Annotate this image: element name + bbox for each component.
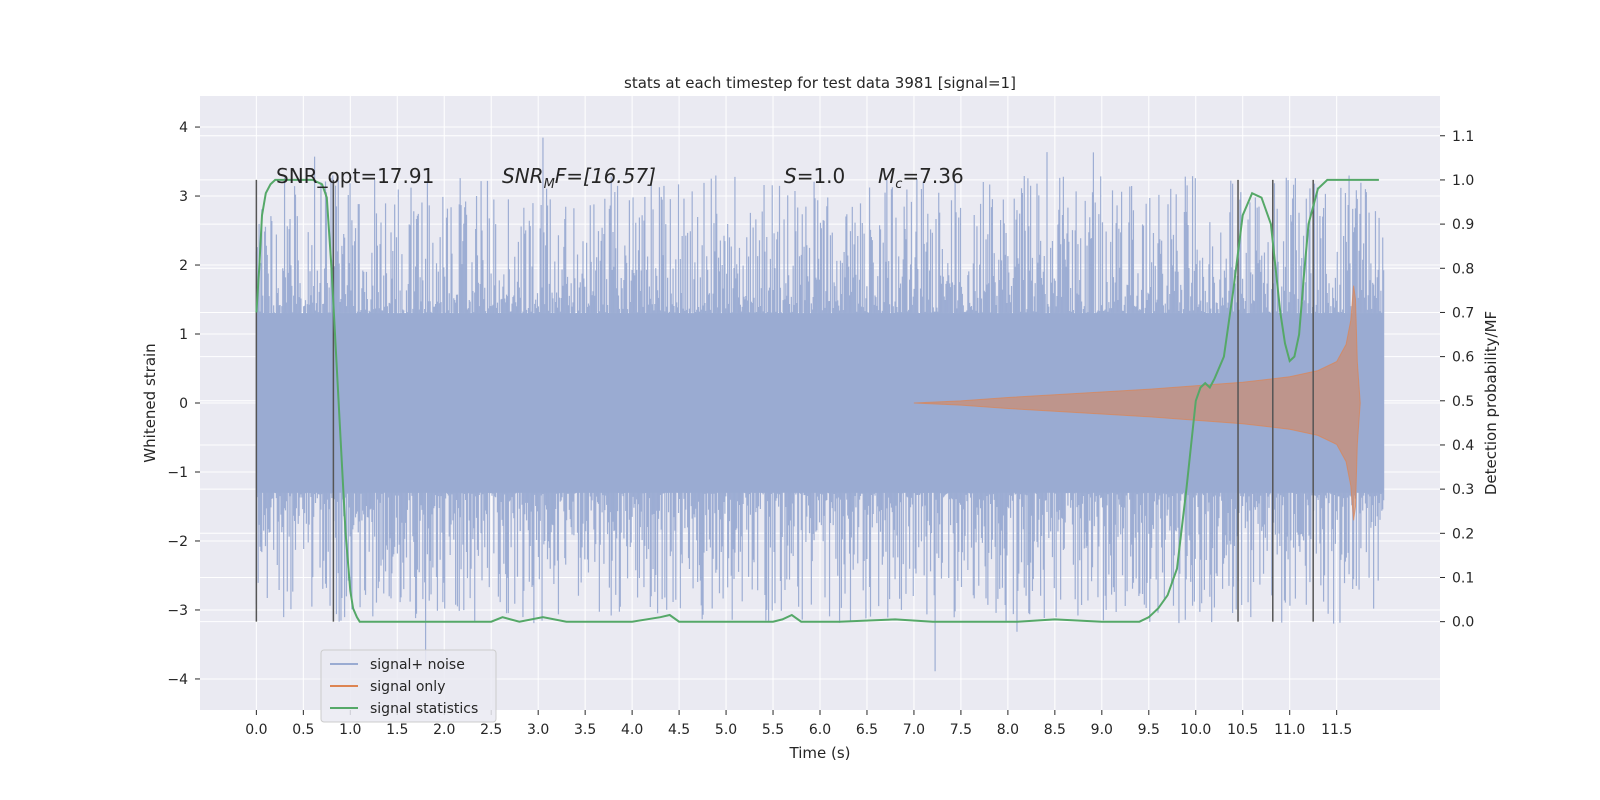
y-tick-label: −4 (167, 672, 188, 688)
y2-tick-label: 0.5 (1452, 394, 1474, 410)
x-tick-label: 8.0 (997, 722, 1019, 738)
y-axis-label: Whitened strain (141, 343, 159, 462)
x-tick-label: 5.5 (762, 722, 784, 738)
legend: signal+ noise signal only signal statist… (320, 649, 497, 723)
x-tick-label: 5.0 (715, 722, 737, 738)
y2-tick-label: 0.2 (1452, 526, 1474, 542)
y2-tick-label: 0.4 (1452, 438, 1474, 454)
s-symbol: S (784, 164, 797, 188)
x-tick-label: 9.5 (1138, 722, 1160, 738)
snr-mf-symbol: SNR (502, 164, 544, 188)
y2-tick-label: 0.0 (1452, 615, 1474, 631)
legend-label-noise: signal+ noise (370, 657, 465, 673)
y2-tick-label: 1.0 (1452, 173, 1474, 189)
snr-mf-subscript: M (544, 177, 555, 192)
y-tick-label: −2 (167, 534, 188, 550)
x-tick-label: 3.5 (574, 722, 596, 738)
y2-axis-label: Detection probability/MF (1482, 311, 1500, 495)
x-tick-label: 0.5 (292, 722, 314, 738)
annotation-mc: Mc=7.36 (878, 164, 964, 192)
y-tick-label: 0 (179, 396, 188, 412)
s-value: =1.0 (797, 164, 846, 188)
y-tick-label: 1 (179, 327, 188, 343)
statistics-series (255, 178, 1379, 623)
mc-value: =7.36 (902, 164, 963, 188)
y-tick-label: 4 (179, 120, 188, 136)
y-tick-label: −3 (167, 603, 188, 619)
y2-tick-label: 0.7 (1452, 305, 1474, 321)
x-tick-label: 6.0 (809, 722, 831, 738)
mc-symbol: M (878, 164, 895, 188)
y2-tick-label: 0.6 (1452, 350, 1474, 366)
x-tick-label: 1.5 (386, 722, 408, 738)
legend-label-statistics: signal statistics (370, 701, 478, 717)
y2-tick-label: 1.1 (1452, 129, 1474, 145)
legend-label-signal: signal only (370, 679, 445, 695)
x-tick-label: 0.0 (245, 722, 267, 738)
x-tick-label: 6.5 (856, 722, 878, 738)
x-tick-label: 2.5 (480, 722, 502, 738)
y2-tick-label: 0.8 (1452, 261, 1474, 277)
annotation-s: S=1.0 (784, 164, 845, 188)
signal-series (913, 285, 1361, 521)
statistics-line (255, 178, 1379, 623)
x-tick-label: 4.0 (621, 722, 643, 738)
vertical-markers (255, 179, 1314, 622)
x-tick-label: 1.0 (339, 722, 361, 738)
x-tick-label: 4.5 (668, 722, 690, 738)
y-tick-label: 2 (179, 258, 188, 274)
y-tick-label: −1 (167, 465, 188, 481)
annotation-snr-opt: SNR_opt=17.91 (276, 164, 434, 188)
mc-subscript: c (895, 177, 902, 192)
x-tick-label: 8.5 (1044, 722, 1066, 738)
axis-ticks: 0.0 0.5 1.0 1.5 2.0 2.5 3.0 3.5 4.0 4.5 5.0 5.5 6.0 6… (167, 120, 1474, 738)
chart-title: stats at each timestep for test data 398… (624, 74, 1016, 92)
annotation-snr-mf: SNRMF=[16.57] (502, 164, 656, 192)
x-axis-label: Time (s) (789, 744, 851, 762)
y-tick-label: 3 (179, 189, 188, 205)
x-tick-label: 7.5 (950, 722, 972, 738)
y2-tick-label: 0.1 (1452, 570, 1474, 586)
y2-tick-label: 0.3 (1452, 482, 1474, 498)
x-tick-label: 11.5 (1321, 722, 1352, 738)
x-tick-label: 10.0 (1180, 722, 1211, 738)
y2-tick-label: 0.9 (1452, 217, 1474, 233)
x-tick-label: 3.0 (527, 722, 549, 738)
x-tick-label: 2.0 (433, 722, 455, 738)
x-tick-label: 9.0 (1091, 722, 1113, 738)
x-tick-label: 10.5 (1227, 722, 1258, 738)
x-tick-label: 7.0 (903, 722, 925, 738)
signal-only-envelope (913, 285, 1361, 521)
legend-box (320, 649, 497, 723)
snr-mf-rest: F=[16.57] (555, 164, 656, 188)
x-tick-label: 11.0 (1274, 722, 1305, 738)
